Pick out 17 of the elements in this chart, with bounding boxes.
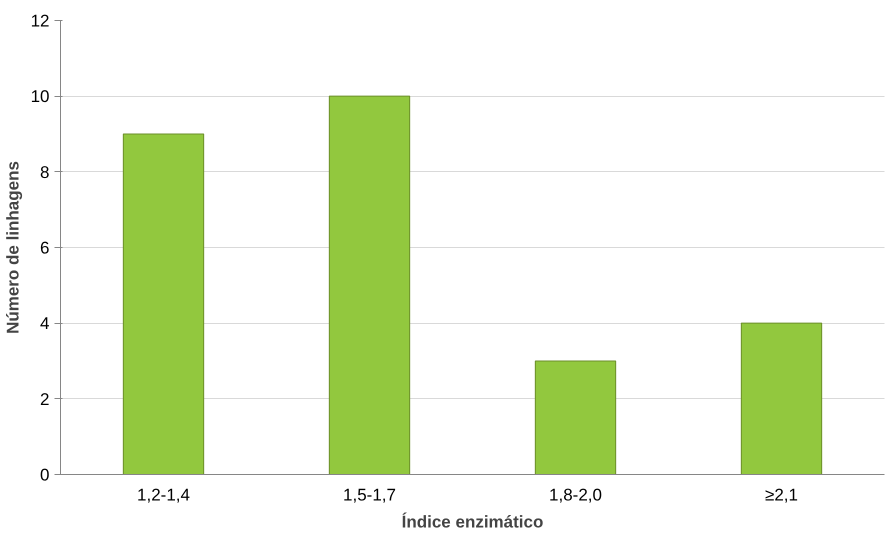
x-tick-label: 1,8-2,0 <box>549 486 602 504</box>
y-tick-label: 10 <box>30 87 50 106</box>
y-tick-label: 8 <box>40 162 50 182</box>
y-tick-label: 4 <box>40 314 50 334</box>
bar <box>534 360 616 474</box>
bar <box>740 322 822 474</box>
x-tick-label: ≥2,1 <box>765 486 798 504</box>
y-tick-label: 0 <box>40 466 50 484</box>
x-tick-label: 1,2-1,4 <box>137 486 190 504</box>
x-tick-label: 1,5-1,7 <box>343 486 396 504</box>
y-axis-title: Número de linhagens <box>4 161 23 334</box>
y-tick-label: 12 <box>30 12 50 30</box>
y-tick-label: 6 <box>40 238 50 258</box>
bar <box>122 134 204 474</box>
x-axis-title: Índice enzimático <box>402 512 544 532</box>
bar <box>328 96 410 474</box>
y-tick-label: 2 <box>40 390 50 409</box>
